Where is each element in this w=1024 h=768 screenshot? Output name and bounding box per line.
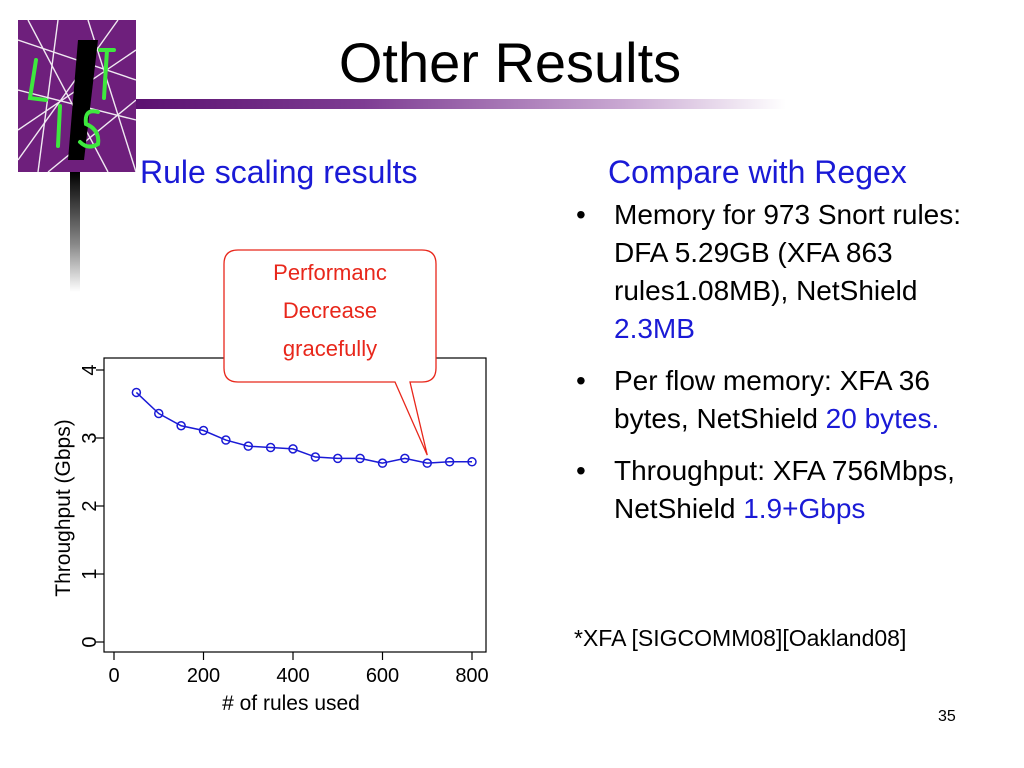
data-point (221, 435, 231, 445)
plot-frame (103, 357, 487, 653)
callout-text-line: Performanc (273, 260, 387, 285)
data-point (243, 441, 253, 451)
bullet-throughput: • Throughput: XFA 756Mbps, NetShield 1.9+… (574, 452, 994, 528)
y-tick-label: 3 (79, 432, 101, 443)
subtitle-compare-regex: Compare with Regex (608, 154, 907, 190)
callout-text-line: Decrease (283, 298, 377, 323)
data-point (265, 442, 276, 453)
x-tick-label: 400 (276, 665, 309, 687)
data-point (400, 453, 410, 464)
data-point (176, 421, 186, 431)
bullet-per-flow: • Per flow memory: XFA 36 bytes, NetShiel… (574, 362, 994, 438)
bullet-per-flow-text: Per flow memory: XFA 36 bytes, NetShield (614, 365, 930, 434)
bullet-dot-icon: • (576, 199, 586, 230)
data-point (310, 452, 321, 462)
data-point (333, 453, 343, 464)
data-point (467, 457, 477, 467)
data-point (131, 387, 142, 398)
data-point (444, 457, 455, 467)
y-tick-label: 1 (79, 568, 101, 579)
bullet-memory-text: Memory for 973 Snort rules: DFA 5.29GB (… (614, 199, 962, 306)
data-point (288, 444, 298, 454)
list-logo (18, 20, 136, 172)
callout-text-line: gracefully (283, 336, 377, 361)
footnote: *XFA [SIGCOMM08][Oakland08] (574, 625, 907, 651)
page-number: 35 (938, 708, 956, 725)
data-point (355, 453, 365, 464)
bullet-throughput-highlight: 1.9+Gbps (743, 493, 866, 524)
decorative-vertical-bar (70, 172, 80, 292)
callout-bubble (223, 249, 437, 456)
data-point (422, 458, 432, 468)
data-point (377, 458, 388, 468)
bullet-per-flow-highlight: 20 bytes. (825, 403, 940, 434)
decorative-title-underline (136, 99, 786, 109)
data-point (198, 425, 209, 436)
x-axis-label: # of rules used (222, 692, 360, 715)
y-tick-label: 0 (79, 636, 101, 647)
bullet-list: • Memory for 973 Snort rules: DFA 5.29GB … (574, 196, 994, 542)
data-point (154, 408, 164, 419)
x-tick-label: 200 (187, 665, 220, 687)
bullet-throughput-text: Throughput: XFA 756Mbps, NetShield (614, 455, 955, 524)
bullet-dot-icon: • (576, 455, 586, 486)
bullet-dot-icon: • (576, 365, 586, 396)
y-axis-label: Throughput (Gbps) (52, 419, 75, 596)
x-tick-label: 800 (455, 665, 488, 687)
x-tick-label: 0 (108, 665, 119, 687)
x-tick-label: 600 (366, 665, 399, 687)
subtitle-rule-scaling: Rule scaling results (140, 154, 418, 190)
bullet-memory-highlight: 2.3MB (614, 313, 695, 344)
y-tick-label: 2 (79, 500, 101, 511)
slide-title: Other Results (338, 31, 682, 94)
bullet-memory: • Memory for 973 Snort rules: DFA 5.29GB … (574, 196, 994, 348)
series-line (135, 391, 472, 464)
y-tick-label: 4 (79, 364, 101, 375)
